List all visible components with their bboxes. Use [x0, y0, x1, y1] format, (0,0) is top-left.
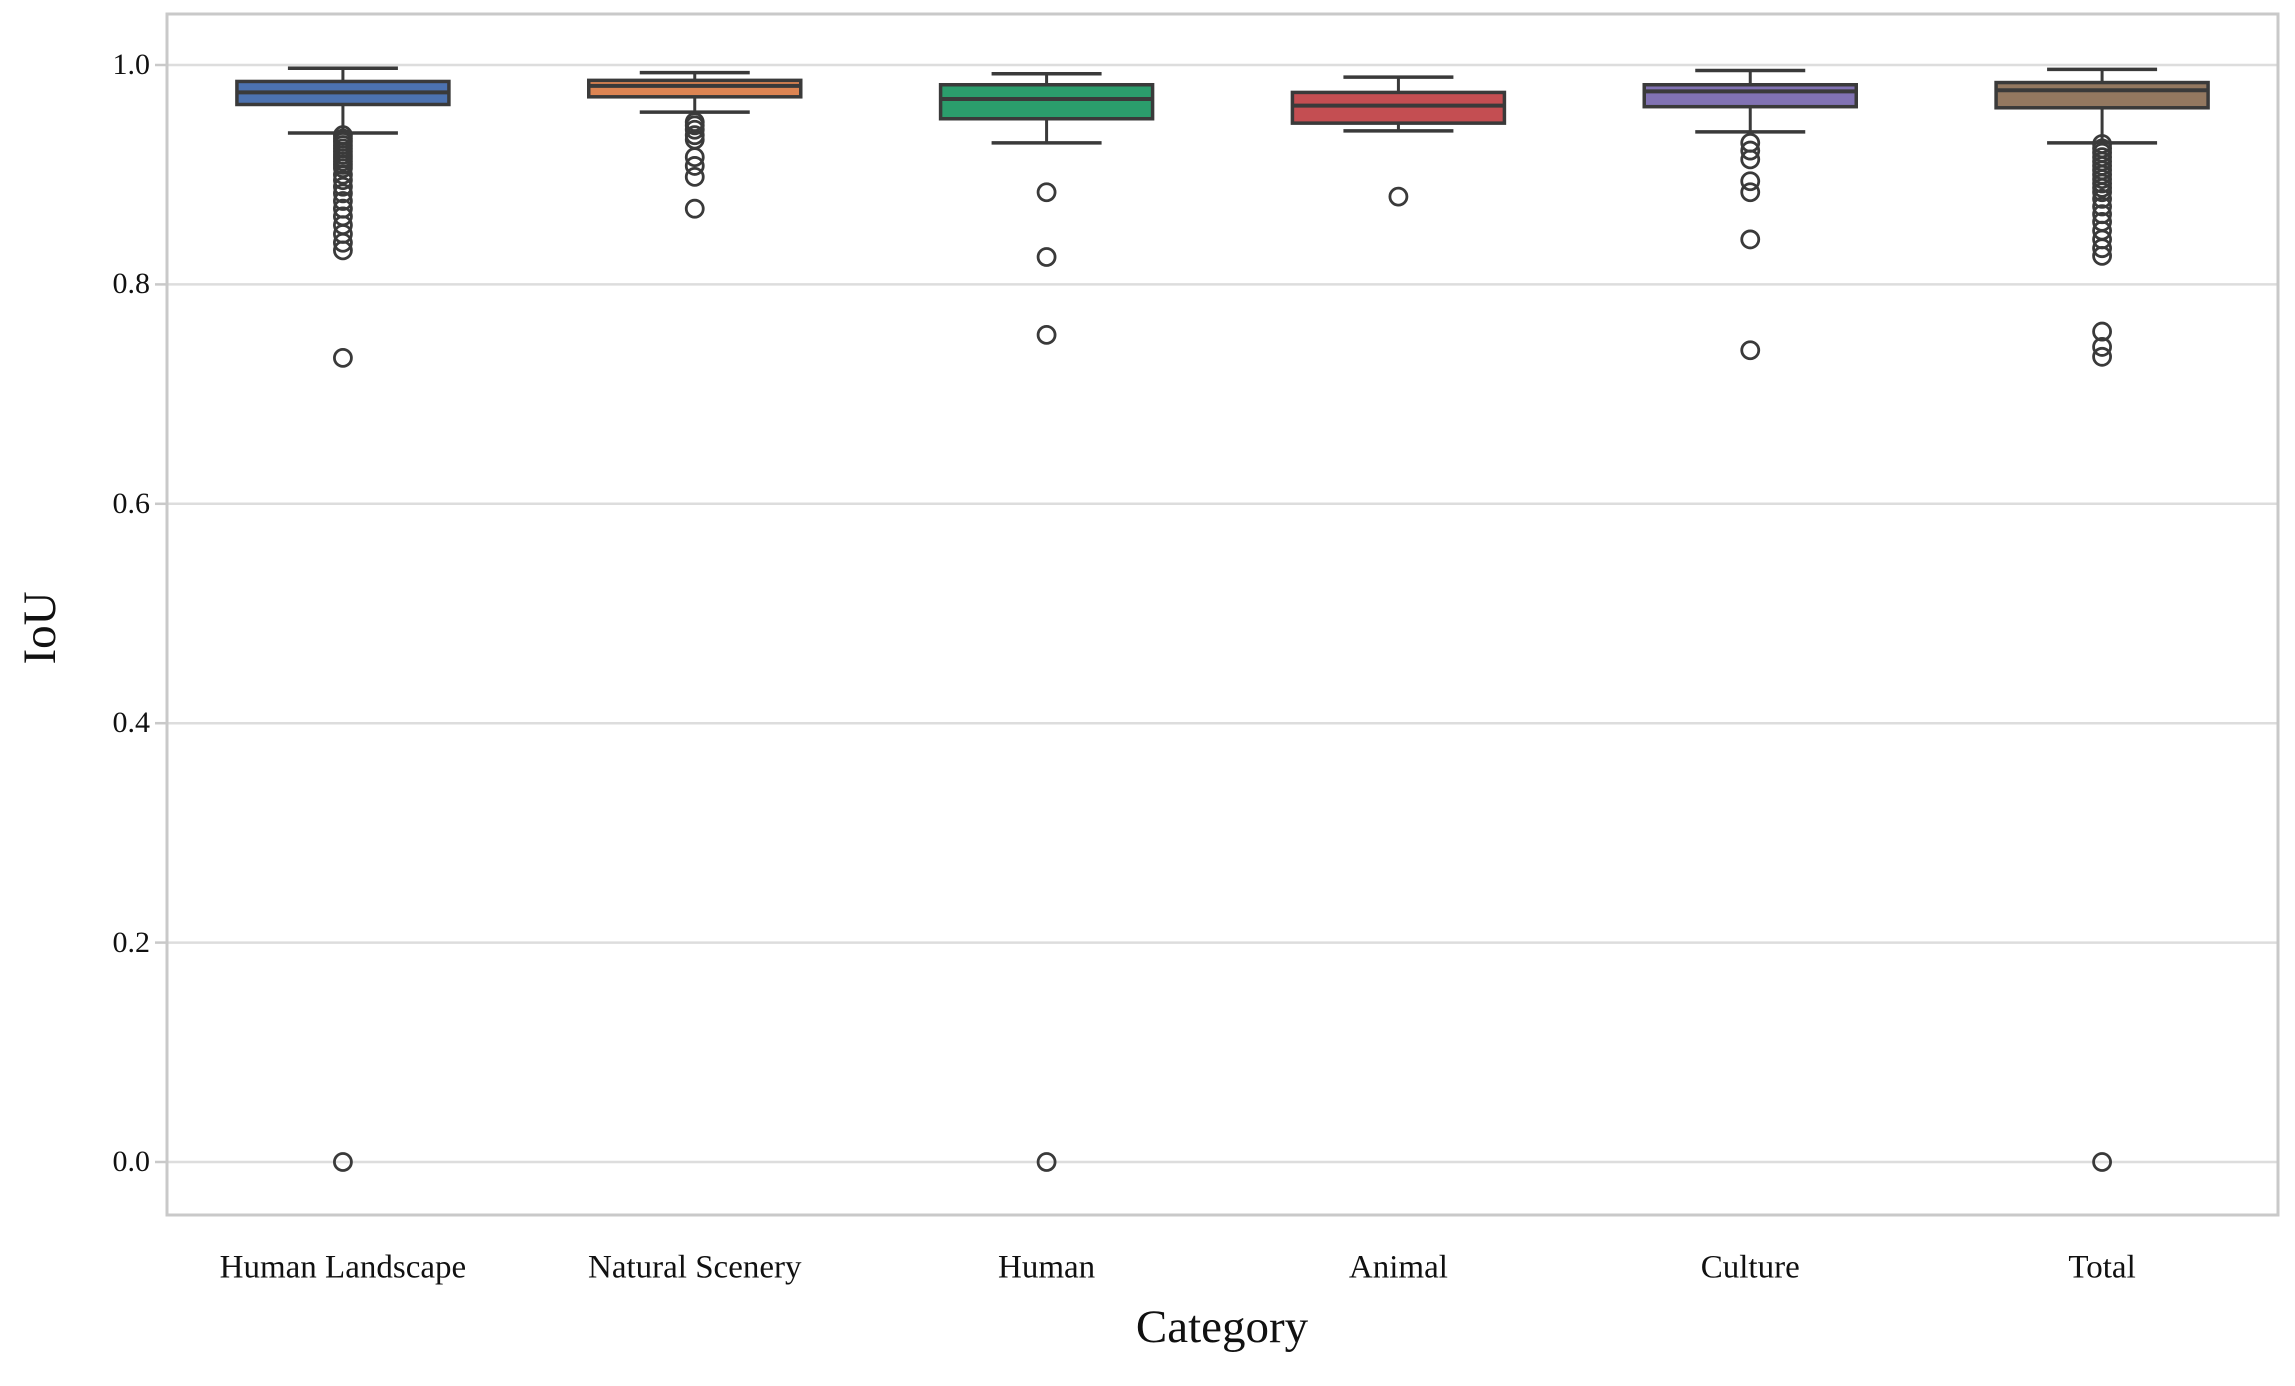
- y-axis-title: IoU: [14, 591, 66, 665]
- ytick-label-0.2: 0.2: [112, 925, 151, 959]
- outlier-point: [333, 158, 353, 179]
- outlier-point: [1740, 229, 1761, 250]
- ytick-label-0.6: 0.6: [112, 486, 151, 520]
- outlier-point: [684, 156, 705, 176]
- iqr-box: [1290, 90, 1507, 125]
- outlier-point: [2092, 188, 2112, 209]
- xtick-label-human: Human: [998, 1249, 1096, 1286]
- outlier-point: [1740, 149, 1761, 170]
- boxplot-human-landscape: [235, 66, 451, 1172]
- outlier-point: [684, 166, 705, 187]
- outlier-point: [1036, 247, 1057, 267]
- xtick-label-total: Total: [2068, 1249, 2136, 1286]
- outlier-point: [1740, 171, 1761, 192]
- plot-border: [165, 12, 2280, 1217]
- outlier-point: [2092, 337, 2112, 357]
- outlier-point: [1740, 340, 1761, 361]
- outlier-point: [1036, 324, 1057, 345]
- iqr-box: [938, 82, 1155, 121]
- boxplot-animal: [1290, 75, 1507, 207]
- ytick-label-0.4: 0.4: [112, 706, 151, 740]
- boxplot-total: [1994, 67, 2210, 1172]
- xtick-label-animal: Animal: [1348, 1249, 1448, 1286]
- iqr-box: [1642, 82, 1858, 109]
- outlier-point: [1036, 182, 1057, 203]
- outlier-point: [2092, 238, 2112, 259]
- outlier-point: [333, 170, 353, 191]
- x-axis-title: Category: [1135, 1301, 1309, 1353]
- ytick-label-0.8: 0.8: [112, 267, 151, 301]
- iqr-box: [587, 78, 803, 99]
- outlier-point: [333, 232, 353, 253]
- outlier-point: [684, 119, 705, 140]
- iqr-box: [1994, 80, 2210, 110]
- boxplot-culture: [1642, 68, 1858, 361]
- xtick-label-human-landscape: Human Landscape: [219, 1249, 467, 1286]
- outlier-point: [2092, 245, 2112, 266]
- outlier-point: [2092, 346, 2112, 367]
- outlier-point: [1740, 182, 1761, 203]
- xtick-label-culture: Culture: [1700, 1249, 1800, 1286]
- ytick-label-0.0: 0.0: [112, 1145, 151, 1178]
- outlier-point: [2092, 1152, 2112, 1172]
- outlier-point: [1388, 186, 1409, 207]
- boxplot-natural-scenery: [587, 70, 803, 219]
- outlier-point: [684, 147, 705, 168]
- outlier-point: [333, 164, 353, 185]
- outlier-point: [2092, 321, 2112, 342]
- outlier-point: [333, 1152, 353, 1172]
- outlier-point: [1036, 1152, 1057, 1172]
- outlier-point: [1740, 140, 1761, 161]
- outlier-point: [684, 198, 705, 219]
- boxplot-human: [938, 72, 1155, 1172]
- outlier-point: [2092, 196, 2112, 217]
- outlier-point: [2092, 182, 2112, 203]
- outlier-point: [333, 183, 353, 204]
- outlier-point: [333, 191, 353, 211]
- xtick-label-natural-scenery: Natural Scenery: [588, 1249, 802, 1286]
- outlier-point: [333, 240, 353, 261]
- outlier-point: [333, 347, 353, 368]
- ytick-label-1.0: 1.0: [112, 48, 151, 81]
- outlier-point: [333, 176, 353, 197]
